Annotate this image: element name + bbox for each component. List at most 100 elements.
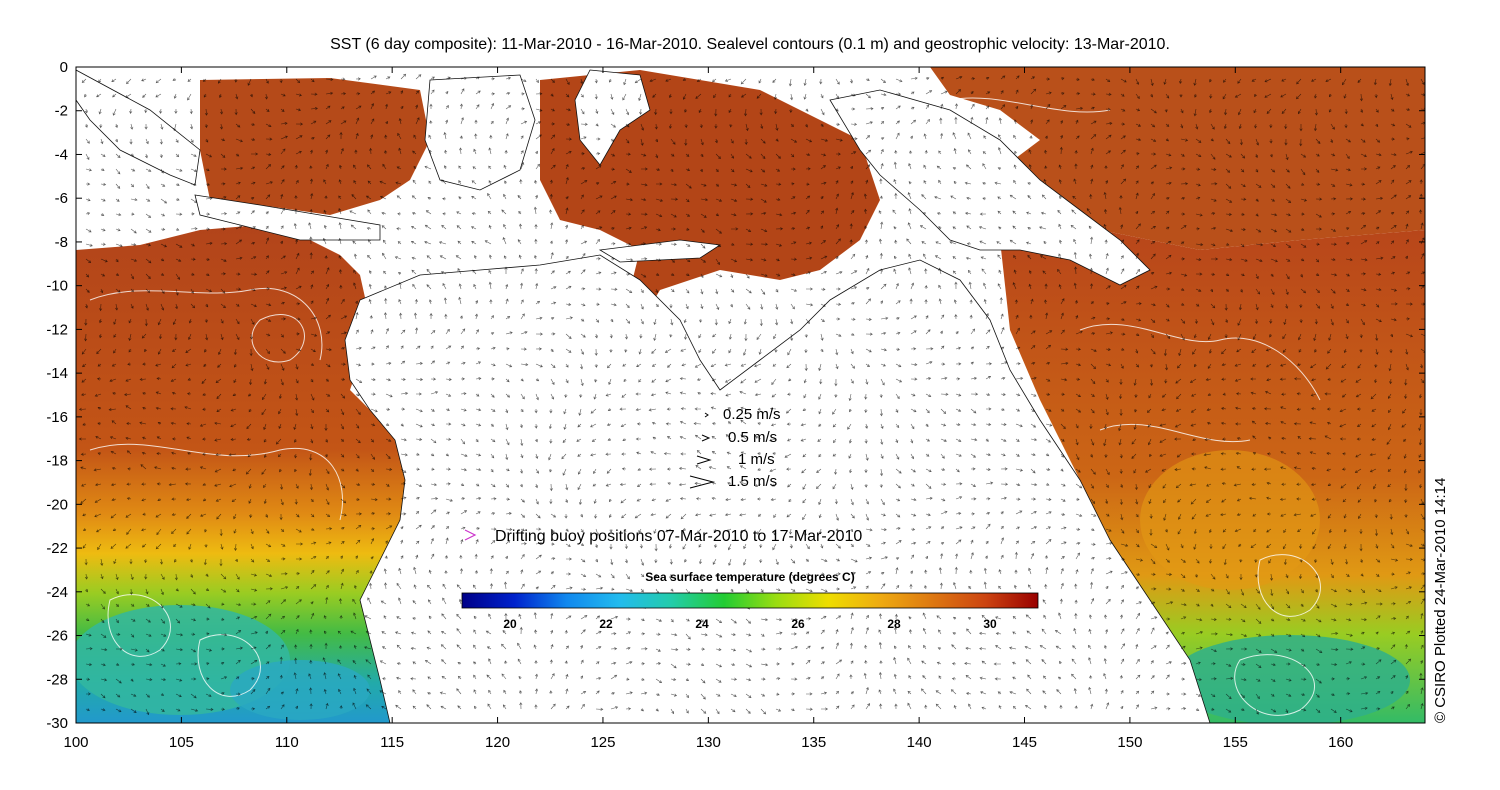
velocity-arrow — [475, 527, 480, 531]
velocity-arrow — [413, 165, 417, 170]
velocity-arrow — [1044, 149, 1048, 155]
velocity-arrow — [1150, 193, 1155, 200]
velocity-arrow — [684, 333, 688, 340]
velocity-arrow — [205, 153, 213, 158]
velocity-arrow — [535, 78, 539, 83]
velocity-arrow — [97, 363, 102, 367]
velocity-arrow — [340, 315, 348, 320]
velocity-arrow — [1105, 317, 1111, 321]
velocity-arrow — [472, 166, 477, 170]
velocity-arrow — [968, 149, 972, 155]
velocity-arrow — [593, 468, 597, 475]
velocity-arrow — [1314, 93, 1318, 99]
velocity-arrow — [1159, 423, 1167, 427]
velocity-arrow — [309, 252, 313, 260]
velocity-arrow — [202, 393, 207, 396]
velocity-arrow — [1120, 122, 1126, 126]
velocity-arrow — [460, 345, 464, 350]
velocity-arrow — [850, 498, 854, 506]
velocity-arrow — [171, 497, 177, 501]
velocity-arrow — [1210, 226, 1217, 230]
velocity-arrow — [638, 528, 642, 534]
velocity-arrow — [415, 408, 423, 413]
velocity-arrow — [1225, 273, 1230, 276]
velocity-arrow — [110, 451, 117, 455]
velocity-arrow — [1150, 253, 1156, 260]
velocity-arrow — [460, 408, 467, 412]
velocity-arrow — [1354, 468, 1362, 473]
velocity-arrow — [550, 393, 555, 400]
velocity-arrow — [1315, 242, 1320, 246]
velocity-arrow — [1281, 78, 1287, 82]
velocity-arrow — [739, 465, 747, 470]
velocity-arrow — [159, 138, 163, 145]
velocity-arrow — [309, 178, 313, 185]
velocity-arrow — [82, 422, 87, 426]
velocity-arrow — [757, 497, 761, 501]
velocity-arrow — [1165, 226, 1170, 230]
velocity-arrow — [1131, 438, 1137, 445]
velocity-arrow — [230, 437, 237, 441]
velocity-arrow — [1252, 333, 1257, 340]
velocity-arrow — [925, 315, 929, 320]
velocity-arrow — [907, 192, 912, 200]
velocity-arrow — [1279, 497, 1287, 501]
velocity-arrow — [502, 237, 507, 245]
velocity-arrow — [1248, 496, 1257, 500]
velocity-arrow — [711, 497, 717, 501]
velocity-arrow — [1210, 288, 1214, 293]
velocity-arrow — [696, 497, 702, 501]
velocity-arrow — [565, 483, 569, 491]
velocity-arrow — [475, 393, 480, 397]
velocity-arrow — [1119, 393, 1123, 400]
velocity-arrow — [520, 498, 525, 503]
velocity-arrow — [580, 224, 584, 230]
velocity-arrow — [832, 423, 837, 428]
velocity-arrow — [445, 437, 452, 441]
velocity-arrow — [700, 228, 705, 233]
velocity-arrow — [775, 243, 783, 247]
velocity-arrow — [805, 271, 811, 275]
velocity-arrow — [1000, 438, 1007, 442]
x-tick-label: 110 — [275, 734, 299, 751]
velocity-arrow — [1254, 93, 1257, 98]
velocity-arrow — [355, 482, 361, 486]
velocity-arrow — [365, 195, 372, 200]
velocity-arrow — [535, 527, 542, 531]
velocity-arrow — [1039, 255, 1047, 260]
velocity-arrow — [1030, 438, 1038, 442]
velocity-arrow — [565, 363, 569, 368]
velocity-arrow — [475, 408, 482, 412]
velocity-arrow — [460, 483, 465, 487]
velocity-arrow — [1105, 92, 1112, 96]
velocity-arrow — [1030, 104, 1034, 110]
velocity-arrow — [1075, 377, 1081, 381]
velocity-arrow — [1389, 513, 1393, 520]
velocity-arrow — [430, 467, 435, 471]
velocity-arrow — [1135, 210, 1139, 215]
velocity-arrow — [384, 297, 388, 305]
velocity-arrow — [952, 256, 957, 260]
velocity-arrow — [625, 198, 633, 202]
velocity-arrow — [1159, 453, 1167, 457]
velocity-arrow — [1328, 528, 1332, 534]
velocity-arrow — [1163, 513, 1167, 521]
velocity-arrow — [745, 197, 754, 201]
velocity-arrow — [325, 120, 332, 125]
velocity-arrow — [936, 212, 942, 216]
velocity-arrow — [460, 539, 464, 545]
velocity-arrow — [128, 318, 132, 324]
velocity-arrow — [864, 393, 868, 400]
velocity-arrow — [1293, 466, 1302, 470]
velocity-arrow — [1045, 312, 1049, 320]
velocity-arrow — [1315, 197, 1323, 201]
velocity-arrow — [1403, 453, 1407, 459]
velocity-arrow — [835, 238, 841, 245]
velocity-arrow — [1150, 210, 1156, 215]
velocity-arrow — [1375, 138, 1381, 143]
velocity-arrow — [505, 347, 510, 351]
velocity-arrow — [1189, 483, 1197, 487]
velocity-arrow — [790, 303, 795, 310]
velocity-arrow — [339, 131, 343, 140]
velocity-arrow — [624, 333, 628, 340]
